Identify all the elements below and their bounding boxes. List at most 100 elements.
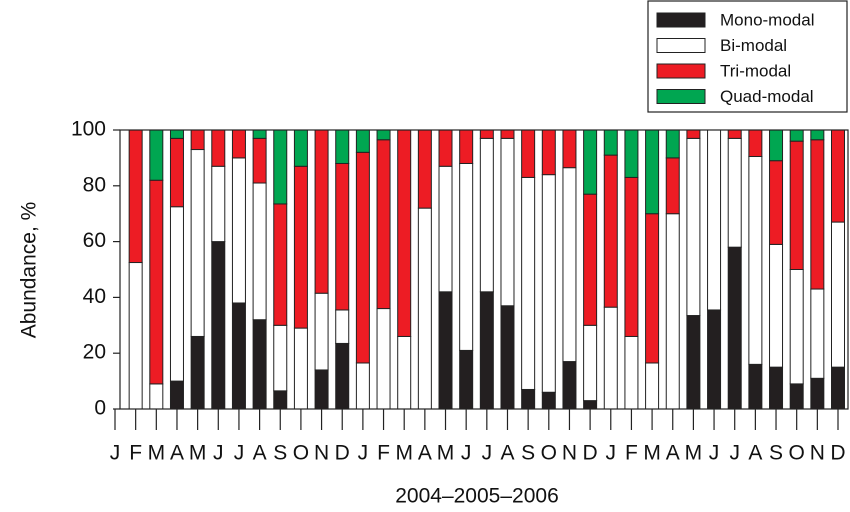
bar-segment bbox=[521, 388, 536, 410]
x-tick-label: S bbox=[769, 442, 783, 465]
bar-segment bbox=[459, 129, 474, 164]
x-tick-label: M bbox=[643, 442, 661, 465]
bar-segment bbox=[252, 129, 267, 139]
bar-segment bbox=[810, 288, 825, 379]
bar-segment bbox=[376, 139, 391, 310]
bar-segment bbox=[831, 366, 845, 410]
x-tick-label: A bbox=[170, 442, 184, 465]
bar-segment bbox=[831, 129, 845, 223]
bar-segment bbox=[810, 129, 825, 141]
x-tick-label: J bbox=[606, 442, 617, 465]
bar-segment bbox=[231, 129, 246, 159]
bar-segment bbox=[376, 129, 391, 141]
legend-label: Bi-modal bbox=[720, 36, 787, 55]
bar-segment bbox=[789, 140, 804, 270]
bar-segment bbox=[169, 380, 184, 410]
bar-segment bbox=[789, 383, 804, 410]
bar-segment bbox=[645, 362, 660, 410]
bar-segment bbox=[438, 129, 453, 167]
bar-segment bbox=[521, 129, 536, 178]
y-tick-label: 40 bbox=[83, 285, 106, 308]
x-tick-label: O bbox=[293, 442, 309, 465]
bar-segment bbox=[231, 302, 246, 410]
bar-segment bbox=[149, 383, 164, 410]
x-tick-label: J bbox=[213, 442, 224, 465]
bar-segment bbox=[252, 137, 267, 184]
bar-segment bbox=[707, 309, 722, 410]
bar-segment bbox=[273, 390, 288, 410]
bar-segment bbox=[355, 129, 370, 153]
bar-segment bbox=[397, 129, 412, 337]
bar-segment bbox=[727, 246, 742, 410]
bar-segment bbox=[252, 182, 267, 321]
x-tick-label: D bbox=[335, 442, 350, 465]
plot-frame bbox=[119, 129, 849, 410]
bar-segment bbox=[293, 165, 308, 329]
bar-segment bbox=[769, 243, 784, 368]
x-tick-label: A bbox=[253, 442, 267, 465]
bar-segment bbox=[335, 342, 350, 410]
x-axis-label: 2004–2005–2006 bbox=[395, 485, 559, 507]
bar-segment bbox=[231, 157, 246, 304]
bar-segment bbox=[149, 129, 164, 181]
bar-segment bbox=[459, 349, 474, 410]
x-tick-label: F bbox=[377, 442, 390, 465]
x-tick-label: A bbox=[500, 442, 514, 465]
x-tick-label: J bbox=[482, 442, 493, 465]
x-tick-label: O bbox=[789, 442, 805, 465]
bar-segment bbox=[789, 129, 804, 142]
x-tick-label: D bbox=[583, 442, 598, 465]
bar-segment bbox=[479, 129, 494, 139]
legend-label: Tri-modal bbox=[720, 61, 791, 80]
bar-segment bbox=[459, 162, 474, 351]
bar-segment bbox=[583, 193, 598, 326]
bar-segment bbox=[810, 139, 825, 290]
bar-segment bbox=[665, 213, 680, 410]
legend-swatch bbox=[656, 12, 706, 28]
bar-segment bbox=[748, 363, 763, 410]
bar-segment bbox=[583, 324, 598, 402]
bar-segment bbox=[211, 165, 226, 243]
bar-segment bbox=[273, 129, 288, 205]
bar-segment bbox=[686, 129, 701, 139]
x-tick-label: D bbox=[830, 442, 845, 465]
bar-segment bbox=[314, 129, 329, 294]
x-tick-label: M bbox=[148, 442, 166, 465]
x-tick-label: J bbox=[358, 442, 369, 465]
bar-segment bbox=[645, 129, 660, 215]
legend-label: Mono-modal bbox=[720, 10, 815, 29]
bar-segment bbox=[500, 137, 515, 307]
x-tick-label: M bbox=[189, 442, 207, 465]
x-tick-label: O bbox=[541, 442, 557, 465]
bar-segment bbox=[748, 129, 763, 158]
bar-segment bbox=[541, 129, 556, 176]
bar-segment bbox=[190, 149, 205, 337]
bar-segment bbox=[686, 137, 701, 317]
bar-segment bbox=[273, 203, 288, 326]
bar-segment bbox=[500, 129, 515, 139]
bar-segment bbox=[169, 129, 184, 139]
bar-segment bbox=[624, 129, 639, 178]
legend-label: Quad-modal bbox=[720, 87, 814, 106]
bar-segment bbox=[479, 291, 494, 410]
y-tick-label: 20 bbox=[83, 341, 106, 364]
bar-segment bbox=[541, 174, 556, 393]
bar-segment bbox=[500, 305, 515, 410]
x-tick-label: A bbox=[418, 442, 432, 465]
bar-segment bbox=[603, 129, 618, 156]
x-tick-label: M bbox=[685, 442, 703, 465]
bar-segment bbox=[645, 213, 660, 364]
x-tick-label: J bbox=[709, 442, 720, 465]
x-tick-label: S bbox=[521, 442, 535, 465]
bar-segment bbox=[562, 361, 577, 410]
bar-segment bbox=[293, 327, 308, 410]
bar-segment bbox=[335, 162, 350, 311]
bar-segment bbox=[789, 269, 804, 385]
x-tick-label: N bbox=[810, 442, 825, 465]
bar-segment bbox=[128, 262, 143, 410]
bar-segment bbox=[293, 129, 308, 167]
bar-segment bbox=[541, 391, 556, 410]
x-tick-label: J bbox=[234, 442, 245, 465]
bar-segment bbox=[769, 366, 784, 410]
